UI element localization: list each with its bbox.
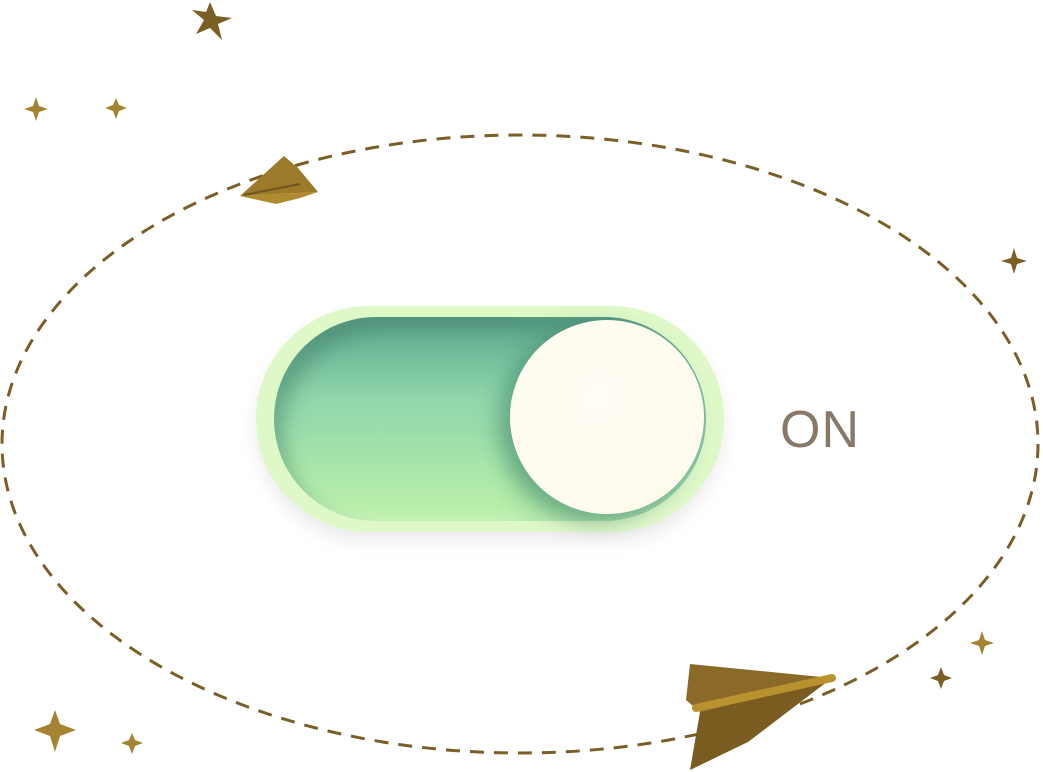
paper-plane-icon: [240, 156, 318, 204]
toggle-knob[interactable]: [510, 320, 704, 514]
sparkle-star-icon: [930, 667, 952, 689]
paper-plane-icon: [686, 664, 836, 770]
sparkle-star-icon: [1001, 248, 1027, 274]
sparkle-star-icon: [105, 98, 127, 119]
sparkle-star-icon: [24, 97, 48, 121]
orbit-path: [0, 133, 1040, 755]
sparkle-star-icon: [970, 631, 994, 655]
sparkle-star-icon: [192, 2, 232, 40]
sparkle-star-icon: [34, 710, 76, 752]
sparkle-star-icon: [121, 733, 143, 754]
toggle-switch[interactable]: [256, 306, 724, 532]
toggle-state-label: ON: [780, 401, 860, 459]
